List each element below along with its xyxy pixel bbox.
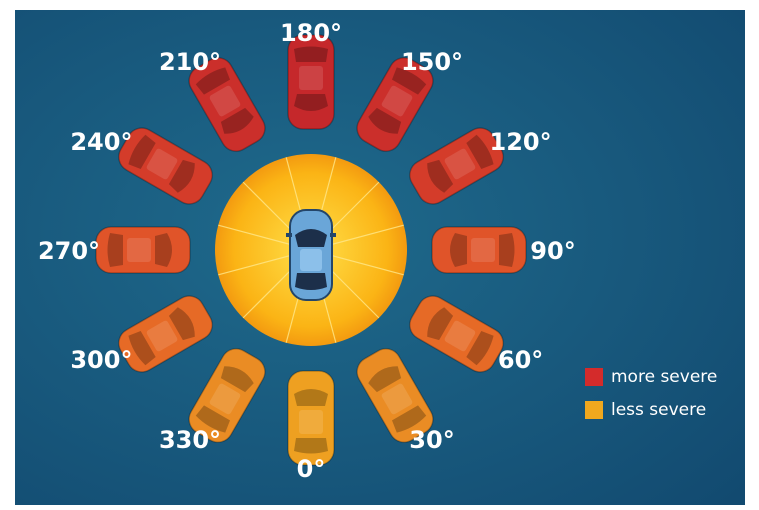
car-roof [127,238,151,262]
angle-label: 240° [70,128,132,156]
angle-label: 120° [490,128,552,156]
car-window [155,233,172,267]
car-roof [471,238,495,262]
angle-label: 270° [38,237,100,265]
angle-label: 330° [159,426,221,454]
angle-label: 30° [409,426,454,454]
car-window [294,94,328,111]
legend-label: less severe [611,400,706,420]
car-roof [299,66,323,90]
angle-label: 210° [159,48,221,76]
car-window [499,233,515,267]
car-roof [299,410,323,434]
diagram: 0° 30° 60° 90° 120° 150° 180° 210° 240° 270° 300° 3… [0,0,759,510]
car [96,227,190,273]
car [288,35,334,129]
subject-car [286,210,336,300]
angle-label: 150° [401,48,463,76]
car [288,371,334,465]
car-window [294,438,328,454]
car [432,227,526,273]
car-window [450,233,467,267]
car-window [294,389,328,406]
car-window [294,47,328,63]
page: 0° 30° 60° 90° 120° 150° 180° 210° 240° 270° 300° 3… [0,0,759,510]
angle-label: 0° [297,455,326,483]
angle-label: 180° [280,19,342,47]
angle-label: 300° [70,346,132,374]
angle-label: 90° [530,237,575,265]
legend-label: more severe [611,367,717,387]
angle-label: 60° [498,346,543,374]
legend-swatch [585,368,603,386]
car-window [108,233,124,267]
legend-swatch [585,401,603,419]
